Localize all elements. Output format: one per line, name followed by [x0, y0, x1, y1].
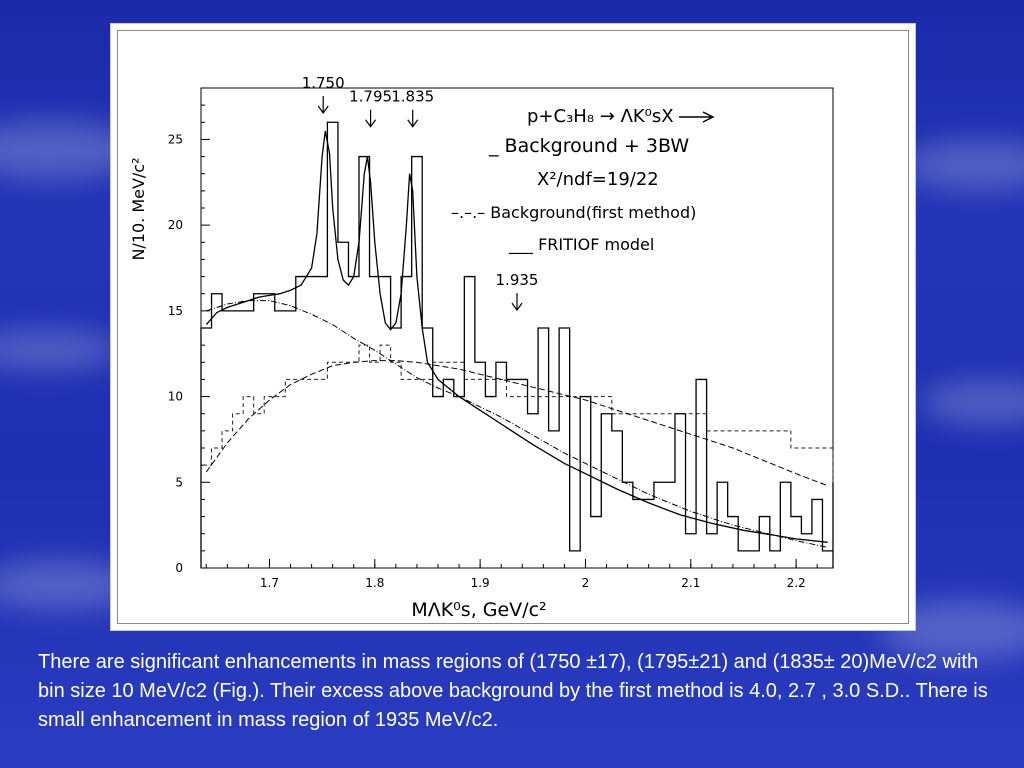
- background-cloud: [0, 330, 120, 370]
- y-tick-label: 25: [168, 132, 183, 146]
- axes: 1.7 1.8 1.9 2 2.1 2.2 0 5 10 15 20 25: [168, 87, 834, 590]
- y-tick-label: 20: [168, 218, 183, 232]
- peak-label: 1.935: [496, 271, 539, 289]
- slide-caption: There are significant enhancements in ma…: [38, 651, 988, 731]
- fritiof-curve: [205, 360, 828, 487]
- x-tick-label: 1.8: [365, 576, 384, 590]
- peak-arrow-head: [365, 119, 377, 128]
- legend-fritiof-entry: ___ FRITIOF model: [508, 235, 654, 255]
- peak-arrow-head: [511, 302, 523, 312]
- background-cloud: [920, 380, 1024, 425]
- x-tick-label: 1.7: [260, 576, 279, 590]
- peak-arrow-head: [317, 105, 329, 115]
- x-tick-label: 2: [582, 576, 590, 590]
- data-histogram-line: [200, 121, 834, 568]
- x-tick-label: 2.2: [787, 576, 806, 590]
- fit-curves: [205, 130, 828, 548]
- y-tick-label: 10: [168, 390, 183, 404]
- legend-arrow-head: [702, 111, 715, 123]
- figure-inner-border: [117, 30, 909, 624]
- x-tick-label: 2.1: [681, 576, 700, 590]
- background-first-method-curve: [206, 300, 828, 548]
- peak-arrow-head: [407, 119, 419, 128]
- figure-frame: 1.7 1.8 1.9 2 2.1 2.2 0 5 10 15 20 25 1.750 1.795 1.8…: [110, 23, 916, 631]
- legend-fit-entry: _ Background + 3BW: [488, 135, 689, 157]
- y-axis-label: N/10. MeV/c²: [129, 157, 148, 260]
- legend-bg-entry: –.–.– Background(first method): [451, 203, 696, 222]
- y-tick-label: 5: [175, 475, 183, 489]
- plot-frame: [200, 87, 834, 569]
- x-axis-label: MΛK⁰s, GeV/c²: [411, 599, 546, 621]
- legend-reaction: p+C₃H₈ → ΛK⁰sX: [527, 106, 674, 127]
- background-cloud: [900, 140, 1024, 190]
- y-tick-label: 0: [175, 561, 183, 575]
- background-3bw-fit-curve: [205, 130, 828, 543]
- y-tick-label: 15: [168, 304, 183, 318]
- peak-label: 1.795: [349, 88, 392, 106]
- x-tick-label: 1.9: [471, 576, 490, 590]
- peak-label: 1.750: [302, 74, 345, 92]
- data-histogram: [200, 121, 834, 568]
- peak-label: 1.835: [391, 88, 434, 106]
- legend-chi2: X²/ndf=19/22: [537, 169, 659, 190]
